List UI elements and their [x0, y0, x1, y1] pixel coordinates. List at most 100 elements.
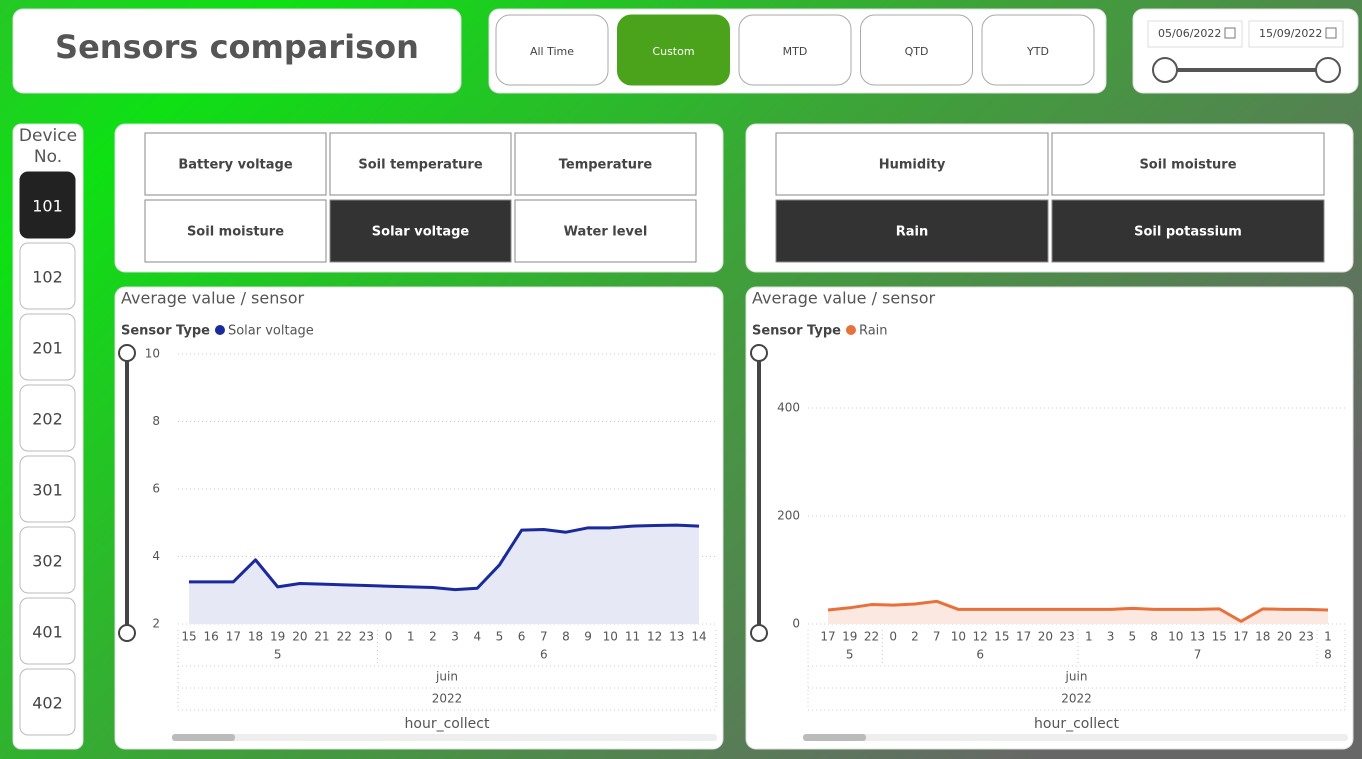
scrollbar-track — [172, 734, 717, 741]
range-slider-handle[interactable] — [118, 344, 136, 362]
device-button-label[interactable]: 301 — [32, 481, 63, 500]
device-button[interactable] — [19, 242, 76, 310]
device-button[interactable] — [19, 384, 76, 452]
period-button[interactable] — [981, 14, 1095, 86]
period-button[interactable] — [860, 14, 973, 86]
year-label: 2022 — [432, 692, 463, 706]
period-button-label[interactable]: Custom — [652, 45, 694, 58]
legend-label: Rain — [859, 324, 888, 339]
month-label: juin — [1065, 670, 1088, 684]
sensor-button[interactable] — [144, 199, 327, 263]
device-button-label[interactable]: 401 — [32, 623, 63, 642]
x-tick-label: 5 — [496, 630, 504, 644]
device-button[interactable] — [19, 313, 76, 381]
sensor-button-label[interactable]: Soil moisture — [1139, 158, 1236, 173]
x-tick-label: 9 — [584, 630, 592, 644]
period-button[interactable] — [617, 14, 730, 86]
device-button[interactable] — [19, 597, 76, 665]
x-tick-label: 5 — [1129, 630, 1137, 644]
range-slider-handle[interactable] — [118, 624, 136, 642]
day-label: 5 — [846, 648, 854, 662]
x-tick-label: 19 — [842, 630, 857, 644]
device-button-label[interactable]: 402 — [32, 694, 63, 713]
sensor-button-label[interactable]: Humidity — [879, 158, 946, 173]
sensor-button[interactable] — [329, 199, 512, 263]
date-value[interactable]: 15/09/2022 — [1259, 27, 1322, 40]
year-label: 2022 — [1061, 692, 1092, 706]
sensor-button-label[interactable]: Water level — [564, 225, 648, 240]
x-tick-label: 1 — [1085, 630, 1093, 644]
range-slider-handle[interactable] — [750, 624, 768, 642]
period-button-label[interactable]: MTD — [783, 45, 808, 58]
device-title-box: Device No. — [18, 126, 78, 167]
x-tick-label: 3 — [451, 630, 459, 644]
period-button-label[interactable]: All Time — [530, 45, 574, 58]
y-tick-label: 400 — [777, 401, 800, 415]
sensor-button[interactable] — [1051, 199, 1325, 263]
device-button[interactable] — [19, 668, 76, 736]
line — [827, 599, 1329, 623]
x-tick-label: 11 — [625, 630, 640, 644]
y-tick-label: 2 — [152, 617, 160, 631]
x-tick-label: 14 — [691, 630, 706, 644]
sensor-button[interactable] — [514, 132, 697, 196]
x-tick-label: 2 — [429, 630, 437, 644]
sensor-button-label[interactable]: Soil moisture — [187, 225, 284, 240]
range-slider-handle[interactable] — [750, 344, 768, 362]
x-tick-label: 7 — [540, 630, 548, 644]
sensor-button[interactable] — [775, 199, 1049, 263]
sensor-button-label[interactable]: Solar voltage — [372, 225, 470, 240]
device-button[interactable] — [19, 171, 76, 239]
x-tick-label: 12 — [973, 630, 988, 644]
sensor-button[interactable] — [144, 132, 327, 196]
period-button-label[interactable]: QTD — [905, 45, 929, 58]
sensor-button-label[interactable]: Temperature — [559, 158, 653, 173]
period-button[interactable] — [738, 14, 852, 86]
date-slider-handle[interactable] — [1152, 57, 1178, 83]
date-input[interactable] — [1248, 20, 1344, 48]
sensor-button-label[interactable]: Battery voltage — [178, 158, 292, 173]
x-tick-label: 23 — [359, 630, 374, 644]
x-tick-label: 17 — [820, 630, 835, 644]
date-slider-handle[interactable] — [1315, 57, 1341, 83]
device-button-label[interactable]: 201 — [32, 339, 63, 358]
period-button-label[interactable]: YTD — [1026, 45, 1049, 58]
legend-marker — [214, 325, 225, 335]
sensor-button-label[interactable]: Soil potassium — [1134, 225, 1242, 240]
sensor-button-label[interactable]: Soil temperature — [358, 158, 482, 173]
device-button-label[interactable]: 101 — [32, 197, 63, 216]
x-tick-label: 7 — [933, 630, 941, 644]
calendar-icon — [1224, 27, 1236, 39]
title-card — [12, 8, 462, 94]
calendar-icon — [1325, 27, 1337, 39]
device-button[interactable] — [19, 526, 76, 594]
area — [828, 601, 1328, 624]
scrollbar-thumb[interactable] — [172, 734, 235, 741]
sensor-button[interactable] — [514, 199, 697, 263]
device-button-label[interactable]: 202 — [32, 410, 63, 429]
x-tick-label: 16 — [204, 630, 219, 644]
period-button[interactable] — [495, 14, 609, 86]
day-label: 6 — [976, 648, 984, 662]
day-label: 6 — [540, 648, 548, 662]
date-value[interactable]: 05/06/2022 — [1158, 27, 1221, 40]
device-button-label[interactable]: 302 — [32, 552, 63, 571]
x-tick-label: 20 — [1038, 630, 1053, 644]
x-tick-label: 15 — [994, 630, 1009, 644]
date-input[interactable] — [1147, 20, 1243, 48]
x-tick-label: 22 — [337, 630, 352, 644]
sensor-button-label[interactable]: Rain — [896, 225, 929, 240]
scrollbar-thumb[interactable] — [803, 734, 866, 741]
y-tick-label: 4 — [152, 549, 160, 563]
sensor-button[interactable] — [1051, 132, 1325, 196]
sensor-button[interactable] — [329, 132, 512, 196]
device-button-label[interactable]: 102 — [32, 268, 63, 287]
legend-title: Sensor Type — [752, 324, 841, 339]
chart-card — [745, 286, 1354, 750]
sensor-button[interactable] — [775, 132, 1049, 196]
x-tick-label: 1 — [1324, 630, 1332, 644]
device-title: Device No. — [18, 126, 78, 167]
device-button[interactable] — [19, 455, 76, 523]
x-tick-label: 20 — [292, 630, 307, 644]
